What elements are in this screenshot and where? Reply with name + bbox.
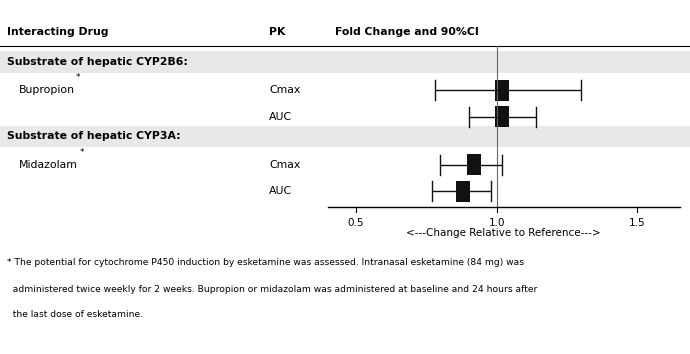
- Text: Interacting Drug: Interacting Drug: [7, 27, 108, 37]
- Text: <---Change Relative to Reference--->: <---Change Relative to Reference--->: [406, 228, 601, 238]
- Text: *: *: [80, 148, 85, 157]
- Text: * The potential for cytochrome P450 induction by esketamine was assessed. Intran: * The potential for cytochrome P450 indu…: [7, 258, 524, 267]
- Text: 1.5: 1.5: [629, 218, 646, 228]
- Bar: [0, 51, 690, 73]
- Bar: [495, 106, 509, 127]
- Text: Fold Change and 90%CI: Fold Change and 90%CI: [335, 27, 479, 37]
- Bar: [456, 181, 470, 202]
- Text: administered twice weekly for 2 weeks. Bupropion or midazolam was administered a: administered twice weekly for 2 weeks. B…: [7, 285, 538, 294]
- Text: 1.0: 1.0: [489, 218, 505, 228]
- Text: AUC: AUC: [269, 186, 293, 196]
- Text: Substrate of hepatic CYP2B6:: Substrate of hepatic CYP2B6:: [7, 57, 188, 67]
- Bar: [467, 154, 481, 175]
- Text: Midazolam: Midazolam: [19, 160, 78, 170]
- Text: the last dose of esketamine.: the last dose of esketamine.: [7, 310, 143, 319]
- Text: *: *: [76, 74, 81, 82]
- Text: Substrate of hepatic CYP3A:: Substrate of hepatic CYP3A:: [7, 131, 181, 141]
- Text: AUC: AUC: [269, 112, 293, 122]
- Text: Cmax: Cmax: [269, 160, 300, 170]
- Text: Cmax: Cmax: [269, 85, 300, 95]
- Text: 0.5: 0.5: [348, 218, 364, 228]
- Bar: [495, 80, 509, 101]
- Text: Bupropion: Bupropion: [19, 85, 75, 95]
- Text: PK: PK: [269, 27, 286, 37]
- Bar: [0, 126, 690, 147]
